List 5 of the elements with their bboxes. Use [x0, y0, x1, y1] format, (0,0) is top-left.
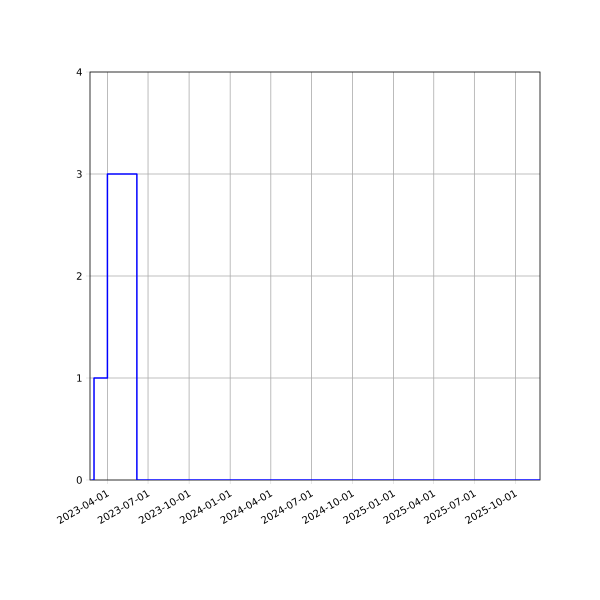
y-tick-label: 2 [76, 272, 82, 280]
y-tick-label: 3 [76, 170, 82, 178]
y-tick-label: 1 [77, 374, 82, 382]
y-tick-label: 0 [76, 476, 82, 484]
y-tick-label: 4 [76, 68, 82, 76]
